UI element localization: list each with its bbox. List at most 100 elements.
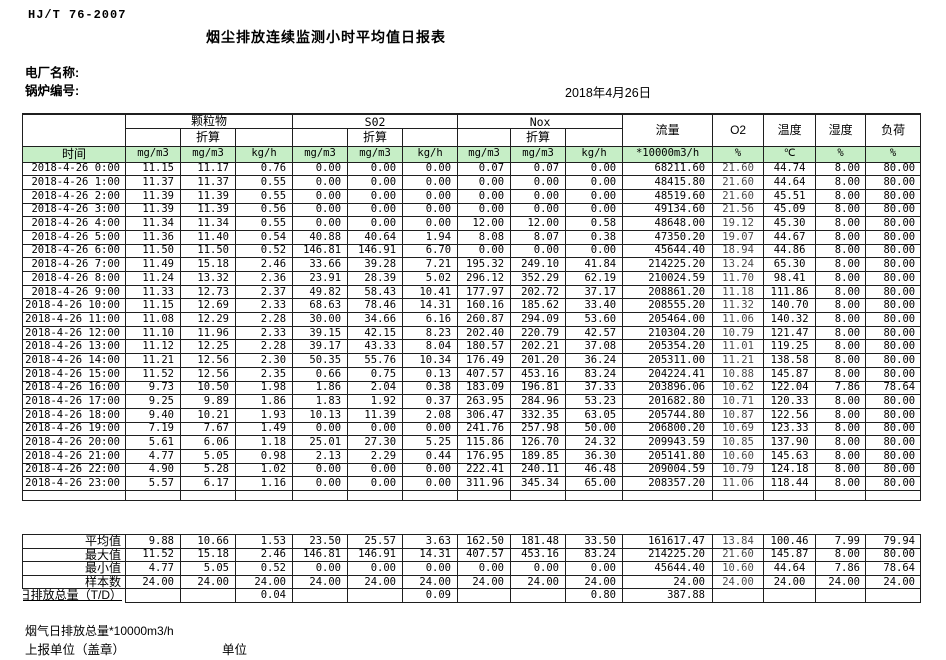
data-row: 2018-4-26 22:00 4.90 5.28 1.02 0.00 0.00 0.00 2… <box>22 462 922 478</box>
plant-name-label: 电厂名称: <box>25 66 80 80</box>
value-cell: 2.28 <box>234 339 294 355</box>
value-cell: 124.18 <box>763 462 817 478</box>
value-cell: 9.89 <box>180 394 236 409</box>
value-cell: 80.00 <box>865 298 922 314</box>
value-cell: 8.00 <box>815 366 867 382</box>
value-cell: 33.40 <box>565 298 624 314</box>
value-cell: 202.40 <box>457 325 512 341</box>
empty-cell <box>234 490 294 501</box>
value-cell: 21.60 <box>712 175 765 190</box>
value-cell: 0.00 <box>292 202 349 218</box>
time-cell: 2018-4-26 9:00 <box>22 284 126 300</box>
summary-value-cell: 387.88 <box>622 588 713 603</box>
value-cell: 0.00 <box>510 243 567 259</box>
value-cell: 11.49 <box>125 257 181 272</box>
value-cell: 11.50 <box>125 243 181 259</box>
value-cell: 80.00 <box>865 421 922 437</box>
value-cell: 50.35 <box>292 353 349 368</box>
value-cell: 0.66 <box>292 366 349 382</box>
time-cell: 2018-4-26 12:00 <box>22 325 126 341</box>
value-cell: 8.00 <box>815 353 867 368</box>
time-cell: 2018-4-26 11:00 <box>22 312 126 327</box>
value-cell: 11.36 <box>125 229 181 245</box>
value-cell: 11.39 <box>180 202 236 218</box>
value-cell: 115.86 <box>457 435 512 450</box>
time-cell: 2018-4-26 18:00 <box>22 407 126 423</box>
summary-value-cell: 0.80 <box>565 588 623 603</box>
summary-value-cell: 161617.47 <box>622 534 713 549</box>
value-cell: 0.54 <box>234 229 294 245</box>
value-cell: 40.88 <box>292 229 349 245</box>
value-cell: 2.37 <box>234 284 294 300</box>
value-cell: 27.30 <box>347 435 404 450</box>
value-cell: 189.85 <box>510 448 567 464</box>
hourly-data-table: 颗粒物 S02 Nox 流量 O2 温度 湿度 负荷 折算 折算 折算 <box>22 113 922 501</box>
value-cell: 39.17 <box>292 339 349 355</box>
value-cell: 0.00 <box>292 216 349 231</box>
value-cell: 257.98 <box>510 421 567 437</box>
empty-cell <box>865 490 922 501</box>
time-cell: 2018-4-26 17:00 <box>22 394 126 409</box>
summary-value-cell: 24.00 <box>712 574 764 590</box>
value-cell: 201682.80 <box>622 394 714 409</box>
value-cell: 11.96 <box>180 325 236 341</box>
value-cell: 36.30 <box>565 448 624 464</box>
value-cell: 8.00 <box>815 257 867 272</box>
empty-cell <box>510 490 567 501</box>
value-cell: 111.86 <box>763 284 817 300</box>
value-cell: 10.50 <box>180 380 236 396</box>
value-cell: 80.00 <box>865 271 922 286</box>
summary-value-cell: 24.00 <box>457 574 511 590</box>
value-cell: 7.67 <box>180 421 236 437</box>
value-cell: 9.73 <box>125 380 181 396</box>
summary-value-cell <box>815 588 866 603</box>
value-cell: 13.24 <box>712 257 765 272</box>
value-cell: 2.04 <box>347 380 404 396</box>
summary-value-cell: 24.00 <box>125 574 181 590</box>
value-cell: 201.20 <box>510 353 567 368</box>
value-cell: 2.13 <box>292 448 349 464</box>
value-cell: 120.33 <box>763 394 817 409</box>
value-cell: 11.34 <box>125 216 181 231</box>
value-cell: 118.44 <box>763 476 817 491</box>
summary-value-cell: 7.99 <box>815 534 866 549</box>
value-cell: 1.86 <box>292 380 349 396</box>
unit-label: 单位 <box>222 643 248 657</box>
summary-value-cell: 25.57 <box>347 534 403 549</box>
value-cell: 18.94 <box>712 243 765 259</box>
unit-cell: kg/h <box>565 145 624 163</box>
value-cell: 1.83 <box>292 394 349 409</box>
value-cell: 0.00 <box>402 421 459 437</box>
value-cell: 0.00 <box>457 202 512 218</box>
value-cell: 2.36 <box>234 271 294 286</box>
value-cell: 0.00 <box>510 175 567 190</box>
value-cell: 80.00 <box>865 257 922 272</box>
value-cell: 8.08 <box>457 229 512 245</box>
value-cell: 80.00 <box>865 462 922 478</box>
summary-value-cell: 24.00 <box>402 574 458 590</box>
value-cell: 453.16 <box>510 366 567 382</box>
value-cell: 10.13 <box>292 407 349 423</box>
value-cell: 37.08 <box>565 339 624 355</box>
value-cell: 0.55 <box>234 175 294 190</box>
summary-value-cell <box>712 588 764 603</box>
sub-converted-so2: 折算 <box>347 128 404 147</box>
value-cell: 119.25 <box>763 339 817 355</box>
value-cell: 345.34 <box>510 476 567 491</box>
value-cell: 210304.20 <box>622 325 714 341</box>
value-cell: 8.00 <box>815 325 867 341</box>
value-cell: 19.12 <box>712 216 765 231</box>
value-cell: 10.79 <box>712 462 765 478</box>
value-cell: 0.00 <box>402 476 459 491</box>
unit-cell-o2: % <box>712 145 765 163</box>
value-cell: 2.46 <box>234 257 294 272</box>
data-row: 2018-4-26 17:00 9.25 9.89 1.86 1.83 1.92 0.37 2… <box>22 394 922 409</box>
value-cell: 15.18 <box>180 257 236 272</box>
unit-cell-temperature: ℃ <box>763 145 817 163</box>
summary-value-cell: 162.50 <box>457 534 511 549</box>
value-cell: 0.00 <box>457 175 512 190</box>
summary-value-cell <box>510 588 566 603</box>
data-row: 2018-4-26 15:00 11.52 12.56 2.35 0.66 0.75 0.1… <box>22 366 922 382</box>
value-cell: 0.00 <box>565 243 624 259</box>
